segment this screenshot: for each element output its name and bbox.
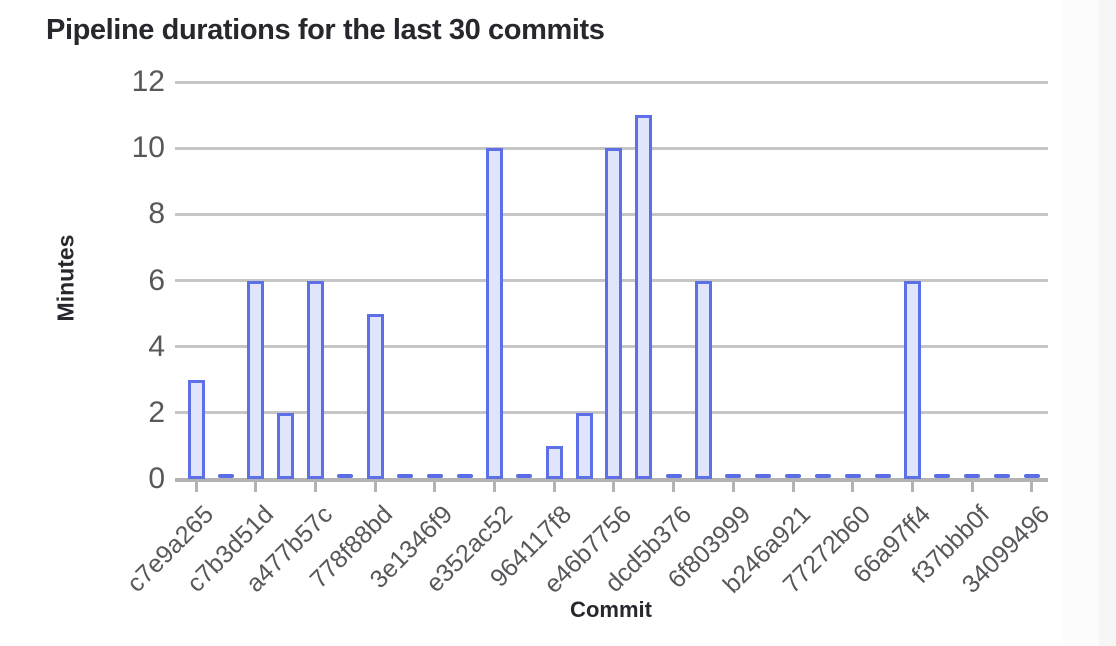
y-tick-label: 2 [148, 395, 165, 429]
pipeline-duration-zero-bar[interactable] [456, 474, 473, 478]
y-tick-label: 12 [131, 65, 165, 98]
pipeline-duration-bar[interactable] [605, 148, 623, 479]
pipeline-duration-bar[interactable] [366, 313, 384, 479]
y-tick-label: 8 [148, 197, 165, 231]
pipeline-duration-zero-bar[interactable] [964, 474, 981, 478]
plot-area: 0 2 4 6 8 10 12 c7e9a265 c7b3d51d a477b57c 778f88b… [122, 67, 1055, 599]
x-axis-tick [433, 482, 437, 492]
pipeline-duration-zero-bar[interactable] [516, 474, 533, 478]
x-axis-tick [493, 482, 497, 492]
x-axis-tick [1030, 482, 1034, 492]
x-axis-tick [970, 482, 974, 492]
x-axis-tick [731, 482, 735, 492]
gridline [175, 80, 1048, 84]
pipeline-duration-zero-bar[interactable] [217, 474, 234, 478]
pipeline-duration-zero-bar[interactable] [814, 474, 831, 478]
pipeline-duration-zero-bar[interactable] [337, 474, 354, 478]
x-axis-tick [911, 482, 915, 492]
chart-title: Pipeline durations for the last 30 commi… [46, 14, 605, 46]
y-tick-label: 6 [148, 263, 165, 297]
pipeline-duration-zero-bar[interactable] [844, 474, 861, 478]
x-axis-tick [552, 482, 556, 492]
page-right-gutter [1063, 0, 1099, 646]
x-axis-tick [851, 482, 855, 492]
pipeline-duration-bar[interactable] [904, 280, 922, 479]
x-axis-tick [254, 482, 258, 492]
pipeline-duration-bar[interactable] [187, 379, 205, 479]
pipeline-duration-bar[interactable] [247, 280, 265, 479]
x-axis-tick [791, 482, 795, 492]
pipeline-duration-bar[interactable] [635, 115, 653, 479]
y-tick-label: 10 [131, 131, 165, 165]
pipeline-duration-zero-bar[interactable] [934, 474, 951, 478]
pipeline-duration-bar[interactable] [306, 280, 324, 479]
pipeline-duration-bar[interactable] [277, 412, 295, 479]
pipeline-duration-bar[interactable] [575, 412, 593, 479]
y-tick-label: 4 [148, 329, 165, 363]
x-axis-title: Commit [570, 597, 652, 622]
x-axis-tick [194, 482, 198, 492]
pipeline-duration-zero-bar[interactable] [994, 474, 1011, 478]
pipeline-duration-zero-bar[interactable] [785, 474, 802, 478]
x-axis-line [175, 478, 1048, 482]
pipeline-duration-bar[interactable] [545, 445, 563, 479]
y-tick-label: 0 [148, 462, 165, 495]
x-axis-tick [612, 482, 616, 492]
pipeline-duration-bar[interactable] [695, 280, 713, 479]
pipeline-duration-zero-bar[interactable] [725, 474, 742, 478]
pipeline-duration-zero-bar[interactable] [665, 474, 682, 478]
x-axis-tick [313, 482, 317, 492]
y-axis-title: Minutes [52, 234, 79, 322]
pipeline-duration-bar[interactable] [486, 148, 504, 479]
pipeline-duration-zero-bar[interactable] [755, 474, 772, 478]
x-axis-tick [672, 482, 676, 492]
pipeline-duration-zero-bar[interactable] [426, 474, 443, 478]
page-right-edge [1099, 0, 1116, 646]
pipeline-duration-zero-bar[interactable] [874, 474, 891, 478]
pipeline-duration-zero-bar[interactable] [396, 474, 413, 478]
pipeline-duration-zero-bar[interactable] [1023, 474, 1040, 478]
x-axis-tick [373, 482, 377, 492]
